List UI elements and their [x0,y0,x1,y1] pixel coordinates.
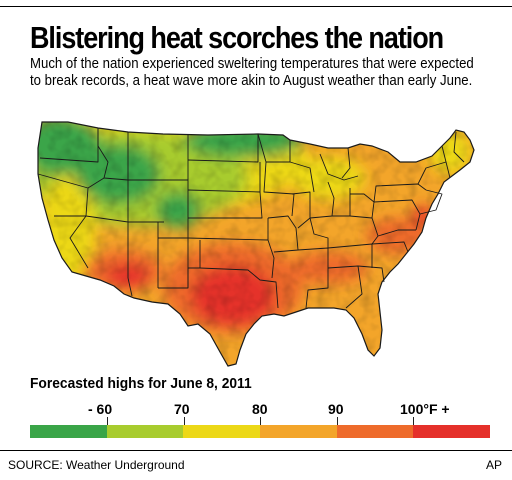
legend-tick [260,417,261,425]
legend-swatch-below-60 [30,425,107,438]
legend-swatch-80-90 [260,425,337,438]
legend-label-80: 80 [252,401,268,417]
state-borders [37,128,465,309]
top-rule [0,0,512,7]
legend-label-90: 90 [328,401,344,417]
dek: Much of the nation experienced swelterin… [30,56,474,89]
legend-label-60: - 60 [88,401,113,417]
legend-swatch-60-70 [106,425,184,438]
legend-color-scale [30,425,491,438]
legend-label-100-plus: 100°F + [400,401,450,417]
headline: Blistering heat scorches the nation [30,20,444,55]
legend-swatch-90-100 [336,425,414,438]
legend-swatch-70-80 [183,425,261,438]
legend-tick [184,417,185,425]
legend-swatch-100-plus [413,425,491,438]
footer-rule [0,450,512,451]
legend-tick [413,417,414,425]
legend-tick [337,417,338,425]
us-heat-map [28,118,494,374]
credit-line: AP [485,458,502,472]
legend-tick [107,417,108,425]
source-line: SOURCE: Weather Underground [8,458,185,472]
legend-title: Forecasted highs for June 8, 2011 [30,375,252,392]
legend-label-70: 70 [174,401,190,417]
